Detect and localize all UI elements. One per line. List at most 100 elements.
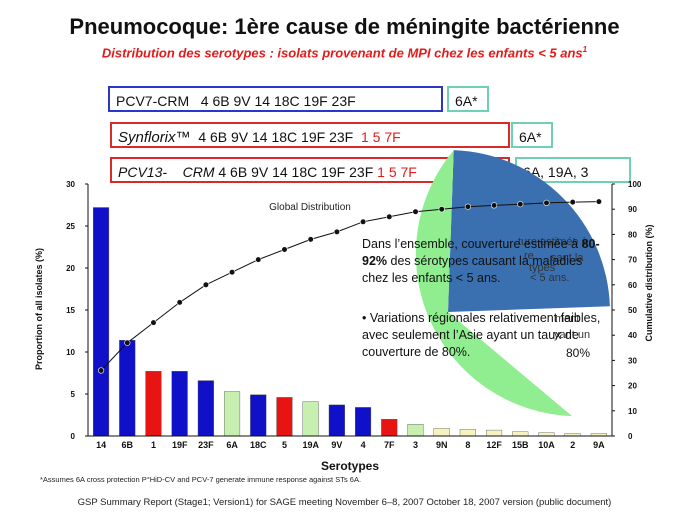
x-axis-label: Serotypes (321, 459, 379, 473)
source-citation: GSP Summary Report (Stage1; Version1) fo… (77, 497, 612, 508)
y2-tick-label-50: 50 (628, 306, 637, 315)
bar-4 (355, 407, 372, 437)
x-tick-label-5: 5 (282, 440, 287, 450)
slide-title: Pneumocoque: 1ère cause de méningite bac… (69, 14, 620, 39)
bar-7F (381, 419, 398, 437)
cumulative-point-4 (360, 218, 367, 225)
regional-variation-paragraph: • Variations régionales relativement fai… (362, 311, 601, 359)
bar-3 (407, 424, 424, 437)
synflorix-box: Synflorix™ 4 6B 9V 14 18C 19F 23F 1 5 7F (110, 122, 510, 148)
overlay-pie-blue (448, 150, 610, 312)
pcv13-serotypes: 4 6B 9V 14 18C 19F 23F (218, 164, 374, 180)
bar-19A (302, 401, 319, 437)
pcv13-added: 1 5 7F (377, 164, 417, 180)
stray-text-8: 80% (566, 346, 591, 360)
x-tick-label-12F: 12F (486, 440, 502, 450)
x-tick-label-2: 2 (570, 440, 575, 450)
cumulative-point-1 (150, 319, 157, 326)
cumulative-point-15B (517, 201, 524, 208)
y-tick-label-15: 15 (66, 306, 75, 315)
bar-18C (250, 394, 267, 437)
cumulative-point-6B (124, 339, 131, 346)
y-tick-label-25: 25 (66, 222, 75, 231)
chart-title: Global Distribution (269, 202, 351, 213)
x-tick-label-1: 1 (151, 440, 156, 450)
synflorix-extra-box: 6A* (511, 122, 553, 148)
pcv7-name: PCV7-CRM (116, 93, 190, 109)
y2-tick-label-60: 60 (628, 281, 637, 290)
stray-text-3: types (529, 262, 556, 274)
x-tick-label-18C: 18C (250, 440, 267, 450)
axes-group: 14 6B 1 19F 23F 6A 18C 5 19A 9V 4 7F 3 9N 8 12F 15B 10A 2 9… (66, 180, 642, 450)
y2-tick-label-40: 40 (628, 331, 637, 340)
x-tick-label-9A: 9A (593, 440, 605, 450)
y2-tick-label-10: 10 (628, 407, 637, 416)
x-tick-label-23F: 23F (198, 440, 214, 450)
y-tick-label-0: 0 (71, 432, 76, 441)
bar-23F (197, 380, 214, 437)
bar-6A (223, 391, 241, 437)
y2-tick-label-80: 80 (628, 230, 637, 239)
coverage-range: 80-92% (362, 237, 600, 268)
y2-tick-label-0: 0 (628, 432, 633, 441)
y-tick-label-10: 10 (66, 348, 75, 357)
pcv13-carrier: CRM (182, 164, 215, 180)
y2-tick-label-90: 90 (628, 205, 637, 214)
y2-axis-label: Cumulative distribution (%) (644, 224, 654, 341)
x-tick-label-14: 14 (96, 440, 106, 450)
coverage-paragraph: Dans l’ensemble, couverture estimée à 80… (362, 237, 600, 285)
y-tick-label-5: 5 (71, 390, 76, 399)
x-tick-label-4: 4 (361, 440, 366, 450)
cumulative-line-group (97, 198, 603, 374)
y2-tick-label-70: 70 (628, 256, 637, 265)
x-tick-label-8: 8 (465, 440, 470, 450)
x-tick-label-10A: 10A (538, 440, 555, 450)
x-tick-label-3: 3 (413, 440, 418, 450)
cumulative-point-14 (97, 367, 105, 374)
stray-text-1: ture estimée à (518, 236, 588, 248)
stray-text-4: re (524, 250, 534, 262)
cumulative-point-19F (176, 299, 183, 306)
pcv7-box: PCV7-CRM 4 6B 9V 14 18C 19F 23F (108, 86, 443, 112)
cumulative-point-9V (333, 228, 341, 235)
synflorix-name: Synflorix™ (118, 129, 191, 146)
cumulative-point-8 (464, 203, 472, 210)
cumulative-point-9N (438, 206, 445, 213)
bar-9V (328, 404, 345, 437)
stray-text-5: < 5 ans. (530, 272, 570, 284)
pcv7-serotypes: 4 6B 9V 14 18C 19F 23F (200, 93, 356, 109)
x-tick-label-9V: 9V (331, 440, 342, 450)
cumulative-point-10A (543, 199, 550, 206)
bar-14 (92, 207, 110, 437)
subtitle-footnote-ref: 1 (582, 45, 588, 54)
cumulative-point-7F (386, 213, 393, 220)
synflorix-added: 1 5 7F (360, 129, 401, 145)
bar-1 (145, 371, 162, 437)
stray-text-7: yant un (554, 329, 591, 341)
x-tick-label-19A: 19A (302, 440, 319, 450)
y2-tick-label-30: 30 (628, 356, 637, 365)
x-tick-label-6A: 6A (226, 440, 238, 450)
overlay-pie-green (415, 150, 573, 417)
pcv7-extra-box: 6A* (447, 86, 489, 112)
bar-5 (276, 397, 293, 437)
bar-19F (171, 371, 188, 437)
cumulative-point-3 (412, 208, 419, 215)
y-tick-label-30: 30 (66, 180, 75, 189)
cumulative-point-12F (491, 202, 498, 209)
bar-group (92, 207, 607, 437)
synflorix-serotypes: 4 6B 9V 14 18C 19F 23F (198, 129, 354, 145)
bar-10A (538, 432, 555, 437)
cumulative-line (100, 201, 599, 371)
y-axis-label: Proportion of all isolates (%) (34, 248, 44, 370)
cumulative-point-2 (569, 199, 576, 206)
bar-9N (433, 428, 450, 437)
x-tick-label-6B: 6B (122, 440, 134, 450)
cumulative-point-5 (281, 246, 288, 253)
footnote: *Assumes 6A cross protection P°HiD-CV an… (40, 475, 362, 484)
cumulative-point-19A (307, 236, 314, 243)
cumulative-point-23F (202, 281, 209, 288)
pcv13-name: PCV13- (118, 164, 168, 180)
stray-text-6: ment (555, 313, 580, 325)
